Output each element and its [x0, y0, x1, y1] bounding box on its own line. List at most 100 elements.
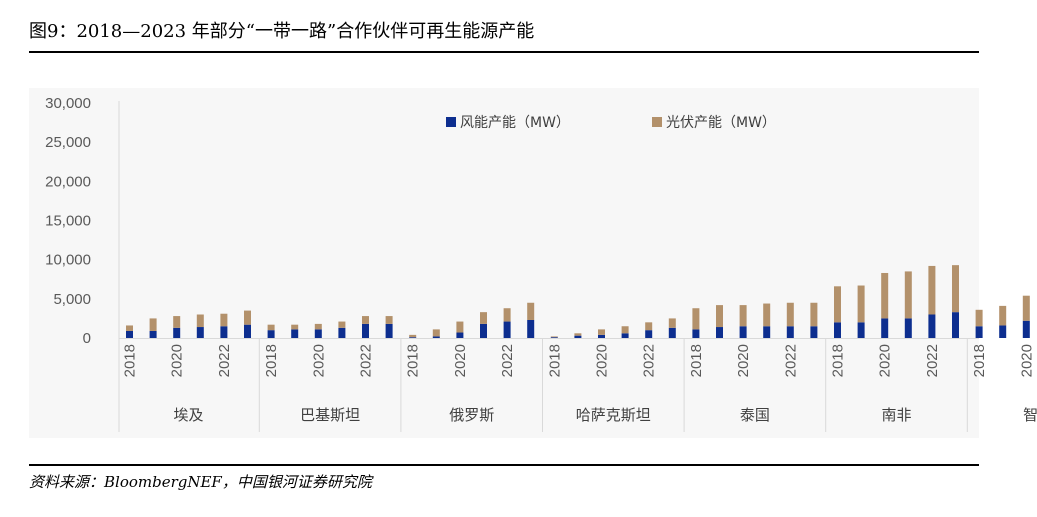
bar-wind — [314, 329, 322, 338]
x-tick-label: 2018 — [546, 344, 563, 377]
y-tick-label: 20,000 — [45, 173, 91, 190]
title-divider — [29, 51, 979, 53]
bar-wind — [244, 324, 251, 338]
bar-solar — [928, 265, 936, 315]
y-tick-label: 10,000 — [45, 252, 91, 269]
bar-wind — [975, 326, 983, 338]
bar-solar — [550, 336, 558, 338]
chart-labels: 2018 2020 2022 埃及 2018 2020 2022 巴基斯坦 2018 2020 20… — [122, 344, 1037, 424]
x-tick-label: 2018 — [405, 344, 422, 377]
y-tick-label: 15,000 — [45, 213, 91, 230]
bar-solar — [1022, 295, 1030, 321]
bar-solar — [149, 318, 157, 331]
bar-wind — [503, 321, 511, 338]
bar-solar — [857, 285, 865, 323]
bar-wind — [810, 326, 818, 338]
y-tick-label: 25,000 — [45, 134, 91, 151]
x-tick-label: 2018 — [971, 344, 988, 377]
source-note: 资料来源：BloombergNEF，中国银河证券研究院 — [29, 473, 372, 491]
bar-solar — [763, 303, 771, 327]
bar-solar — [432, 329, 440, 337]
bar-wind — [220, 326, 228, 338]
x-tick-label: 2022 — [924, 344, 941, 377]
bar-solar — [527, 302, 535, 320]
bar-solar — [598, 329, 605, 335]
bar-wind — [928, 314, 936, 338]
bar-solar — [126, 325, 133, 331]
bar-solar — [739, 305, 747, 327]
bar-wind — [550, 337, 558, 338]
bar-wind — [126, 330, 133, 338]
bar-solar — [786, 302, 794, 327]
bar-wind — [763, 326, 771, 338]
bar-solar — [220, 313, 228, 327]
bar-wind — [857, 322, 865, 338]
bar-wind — [409, 337, 417, 338]
bar-solar — [975, 309, 983, 327]
bar-wind — [952, 312, 959, 338]
bar-solar — [834, 286, 841, 323]
bar-solar — [810, 302, 818, 327]
x-tick-label: 2020 — [452, 344, 469, 377]
chart-axes: 30,000 25,000 20,000 15,000 10,000 5,000 0 — [45, 95, 979, 432]
category-label: 哈萨克斯坦 — [576, 406, 651, 424]
figure-title: 图9：2018—2023 年部分“一带一路”合作伙伴可再生能源产能 — [29, 21, 535, 42]
bar-solar — [456, 321, 464, 333]
bar-solar — [338, 321, 346, 328]
x-tick-label: 2022 — [216, 344, 233, 377]
bar-wind — [904, 318, 912, 338]
x-tick-label: 2022 — [782, 344, 799, 377]
legend-label-wind: 风能产能（MW） — [460, 115, 570, 131]
bar-wind — [385, 323, 393, 338]
x-tick-label: 2020 — [169, 344, 186, 377]
bar-wind — [999, 325, 1007, 338]
bar-wind — [786, 326, 794, 338]
x-tick-label: 2020 — [1018, 344, 1035, 377]
bar-solar — [621, 326, 629, 334]
bar-solar — [244, 310, 251, 325]
bar-wind — [456, 332, 464, 338]
y-tick-label: 0 — [83, 330, 91, 347]
category-label: 智利 — [1023, 406, 1037, 424]
bar-solar — [904, 271, 912, 319]
bar-wind — [338, 327, 346, 338]
y-tick-label: 30,000 — [45, 95, 91, 112]
bar-wind — [739, 326, 747, 338]
x-tick-label: 2020 — [310, 344, 327, 377]
bar-wind — [196, 327, 204, 338]
bar-wind — [668, 327, 676, 338]
x-tick-label: 2022 — [641, 344, 658, 377]
x-tick-label: 2022 — [499, 344, 516, 377]
bar-solar — [503, 308, 511, 322]
bar-wind — [574, 335, 582, 338]
x-tick-label: 2020 — [594, 344, 611, 377]
bar-solar — [645, 322, 653, 331]
bar-wind — [291, 329, 299, 338]
bar-solar — [314, 323, 322, 330]
chart-panel — [29, 88, 979, 438]
x-tick-label: 2018 — [122, 344, 139, 377]
category-label: 巴基斯坦 — [300, 406, 360, 424]
bar-solar — [362, 316, 369, 324]
bar-wind — [267, 330, 275, 338]
bar-solar — [999, 305, 1007, 326]
bar-wind — [881, 318, 889, 338]
legend-label-solar: 光伏产能（MW） — [666, 115, 776, 131]
chart-bars — [126, 265, 1030, 338]
bar-wind — [1022, 320, 1030, 338]
bar-wind — [527, 319, 535, 338]
bar-wind — [598, 334, 605, 338]
x-tick-label: 2020 — [877, 344, 894, 377]
bar-wind — [645, 330, 653, 338]
category-label: 泰国 — [740, 406, 770, 424]
x-tick-label: 2018 — [830, 344, 847, 377]
category-label: 俄罗斯 — [449, 406, 494, 424]
bar-wind — [834, 322, 841, 338]
category-label: 南非 — [881, 406, 911, 424]
bar-solar — [385, 316, 393, 324]
x-tick-label: 2020 — [735, 344, 752, 377]
bar-solar — [952, 265, 959, 313]
x-tick-label: 2018 — [688, 344, 705, 377]
bar-wind — [716, 327, 723, 338]
